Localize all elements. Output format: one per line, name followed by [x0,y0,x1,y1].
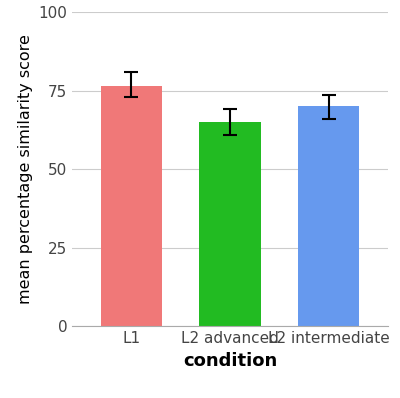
X-axis label: condition: condition [183,352,277,370]
Bar [101,86,162,326]
Bar [199,122,261,326]
Y-axis label: mean percentage similarity score: mean percentage similarity score [18,34,33,304]
Bar [298,106,359,326]
